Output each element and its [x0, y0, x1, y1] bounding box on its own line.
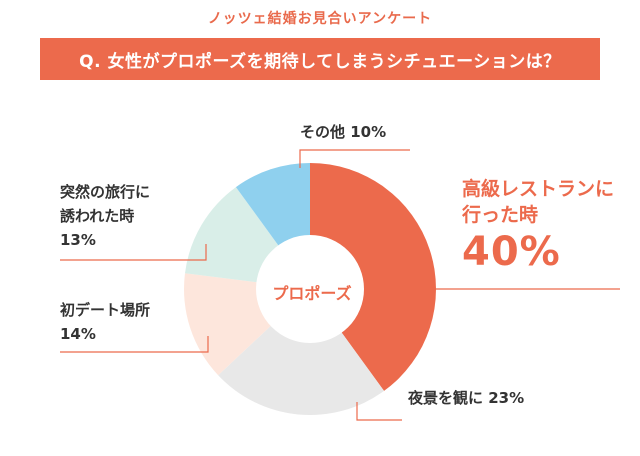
leader-first-date — [60, 336, 209, 353]
slice-label-restaurant-line1: 高級レストランに — [462, 178, 615, 200]
slice-label-night-view: 夜景を観に 23% — [408, 386, 524, 410]
slice-label-other-text: その他 — [300, 123, 346, 141]
donut-hole — [256, 235, 364, 343]
slice-label-restaurant-line2: 行った時 — [462, 204, 539, 226]
leader-night-view — [356, 402, 402, 421]
leader-lines — [60, 149, 620, 421]
slice-value-restaurant: 40% — [462, 229, 561, 275]
donut-slice-night-view — [218, 289, 385, 416]
slice-value-first-date: 14% — [60, 325, 96, 343]
slice-label-night-view-text: 夜景を観に — [408, 389, 484, 407]
slice-value-night-view: 23% — [488, 389, 525, 407]
slice-value-other: 10% — [350, 123, 387, 141]
question-banner: Q. 女性がプロポーズを期待してしまうシチュエーションは？ — [40, 38, 600, 80]
leader-other — [299, 149, 410, 168]
slice-value-sudden-trip: 13% — [60, 231, 96, 249]
slice-label-sudden-trip: 突然の旅行に 誘われた時 13% — [60, 180, 150, 252]
slice-label-sudden-trip-line2: 誘われた時 — [60, 207, 135, 225]
slice-label-first-date-text: 初デート場所 — [60, 301, 151, 319]
donut-center-label: プロポーズ — [272, 284, 352, 303]
slice-label-sudden-trip-line1: 突然の旅行に — [60, 183, 151, 201]
slice-label-first-date: 初デート場所 14% — [60, 298, 150, 346]
slice-label-other: その他 10% — [300, 120, 386, 144]
leader-sudden-trip — [60, 244, 207, 261]
donut-slice-restaurant — [310, 163, 436, 391]
question-text: Q. 女性がプロポーズを期待してしまうシチュエーションは？ — [79, 51, 561, 72]
slice-label-restaurant: 高級レストランに 行った時 40% — [462, 176, 614, 276]
survey-subtitle: ノッツェ結婚お見合いアンケート — [207, 11, 433, 27]
